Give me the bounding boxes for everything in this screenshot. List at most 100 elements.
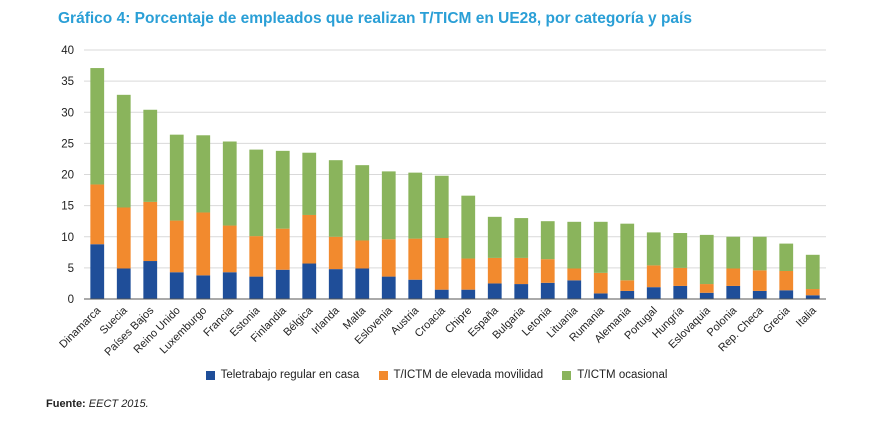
bar-segment [169,220,184,273]
y-tick-label: 40 [61,45,74,57]
bar-segment [461,195,476,259]
bar-segment [434,289,449,299]
x-tick-label: Croacia [413,304,449,340]
bar-segment [461,258,476,290]
bar-segment [90,244,105,299]
bar-segment [620,280,635,291]
bar-segment [514,284,529,299]
bars [90,68,820,299]
bar-segment [726,236,741,269]
source-text: EECT 2015. [88,398,149,410]
bar-segment [673,233,688,268]
bar-segment [116,94,131,208]
bar-segment [408,172,423,239]
bar-segment [487,257,502,284]
source-label: Fuente: [46,398,86,410]
legend-swatch [205,370,215,380]
bar-segment [434,175,449,238]
x-tick-label: Bélgica [281,304,316,339]
bar-segment [540,221,555,260]
x-tick-label: Grecia [761,304,793,336]
bar-segment [540,282,555,299]
legend-label: T/ICTM ocasional [577,369,668,381]
bar-segment [302,152,317,215]
x-tick-label: Italia [794,304,820,330]
bar-segment [275,150,290,229]
bar-segment [169,272,184,299]
bar-segment [249,149,264,237]
x-tick-label: Irlanda [310,304,343,337]
bar-segment [726,268,741,286]
bar-segment [302,263,317,299]
y-tick-label: 20 [61,170,74,182]
bar-segment [143,261,158,299]
y-tick-label: 5 [68,263,74,275]
bar-segment [116,207,131,269]
bar-segment [249,236,264,277]
bar-segment [408,238,423,280]
y-tick-label: 0 [68,294,74,306]
bar-segment [699,292,714,299]
bar-segment [646,232,661,266]
y-tick-label: 15 [61,201,74,213]
bar-segment [673,285,688,299]
bar-segment [805,254,820,290]
bar-segment [196,135,211,213]
bar-segment [196,275,211,299]
bar-segment [90,68,105,185]
bar-segment [381,276,396,299]
bar-segment [408,279,423,299]
bar-segment [487,283,502,299]
bar-segment [116,268,131,299]
y-tick-label: 25 [61,138,74,150]
bar-segment [169,134,184,221]
bar-segment [275,228,290,270]
bar-segment [752,270,767,291]
bar-segment [275,269,290,299]
source-note: Fuente: EECT 2015. [46,398,149,410]
bar-segment [196,212,211,276]
bar-segment [381,171,396,240]
x-tick-label: Dinamarca [57,304,104,351]
bar-segment [673,267,688,286]
legend: Teletrabajo regular en casa T/ICTM de el… [0,369,873,383]
bar-segment [434,237,449,290]
bar-segment [355,268,370,299]
bar-segment [143,201,158,262]
bar-segment [487,216,502,258]
bar-segment [328,236,343,270]
bar-segment [355,165,370,241]
bar-segment [779,270,794,291]
bar-segment [699,284,714,293]
bar-segment [328,160,343,237]
bar-segment [805,289,820,296]
legend-swatch [562,370,572,380]
bar-segment [355,240,370,269]
bar-segment [646,265,661,288]
bar-segment [381,239,396,277]
bar-segment [620,223,635,281]
bar-segment [567,221,582,269]
bar-segment [90,184,105,245]
y-tick-label: 10 [61,232,74,244]
bar-segment [593,221,608,273]
y-tick-label: 30 [61,107,74,119]
bar-segment [752,290,767,299]
bar-segment [567,280,582,299]
bar-segment [222,141,237,226]
legend-label: Teletrabajo regular en casa [220,369,360,381]
y-axis: 0 5 10 15 20 25 30 35 40 [61,45,74,306]
bar-segment [514,218,529,258]
legend-item-teletrabajo: Teletrabajo regular en casa [205,369,360,381]
bar-segment [461,289,476,299]
bar-segment [514,257,529,285]
bar-segment [699,234,714,285]
bar-segment [567,268,582,281]
bar-segment [540,259,555,283]
bar-segment [646,287,661,299]
legend-label: T/ICTM de elevada movilidad [393,369,544,381]
bar-segment [249,276,264,299]
bar-segment [222,225,237,273]
legend-item-movilidad: T/ICTM de elevada movilidad [378,369,544,381]
